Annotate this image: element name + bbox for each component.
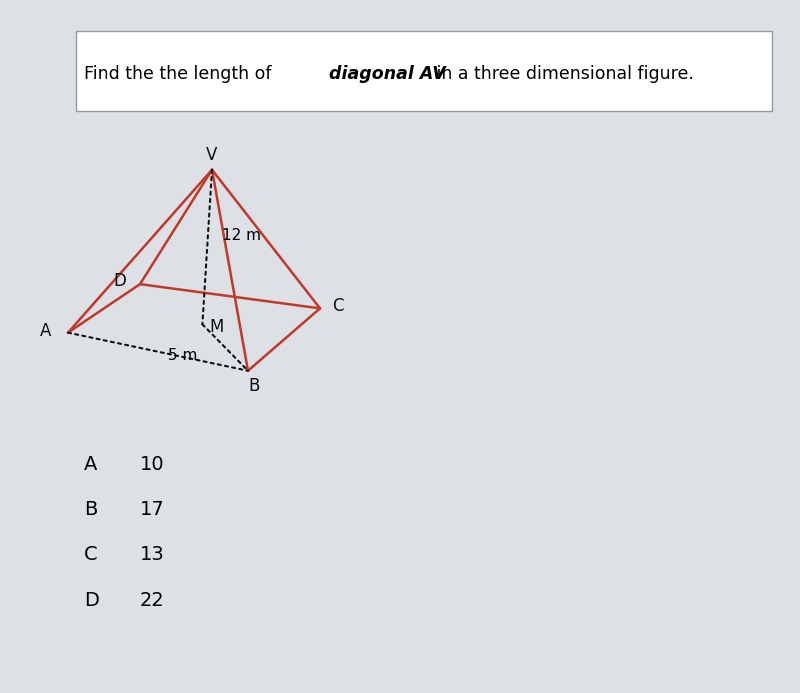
Text: C: C — [332, 297, 343, 315]
Text: C: C — [84, 545, 98, 564]
Text: B: B — [84, 500, 98, 519]
Text: Find the the length of: Find the the length of — [84, 65, 277, 83]
Text: D: D — [84, 591, 99, 611]
Text: A: A — [84, 455, 98, 474]
Text: 12 m: 12 m — [222, 228, 262, 243]
Text: V: V — [206, 146, 218, 164]
Text: D: D — [114, 272, 126, 290]
Text: M: M — [210, 318, 224, 336]
Text: 13: 13 — [140, 545, 165, 564]
Text: diagonal AV: diagonal AV — [329, 65, 446, 83]
Text: in a three dimensional figure.: in a three dimensional figure. — [431, 65, 694, 83]
Text: 10: 10 — [140, 455, 165, 474]
FancyBboxPatch shape — [76, 31, 772, 111]
Text: A: A — [40, 322, 51, 340]
Text: B: B — [249, 377, 260, 395]
Text: 5 m: 5 m — [168, 348, 198, 363]
Text: 17: 17 — [140, 500, 165, 519]
Text: 22: 22 — [140, 591, 165, 611]
